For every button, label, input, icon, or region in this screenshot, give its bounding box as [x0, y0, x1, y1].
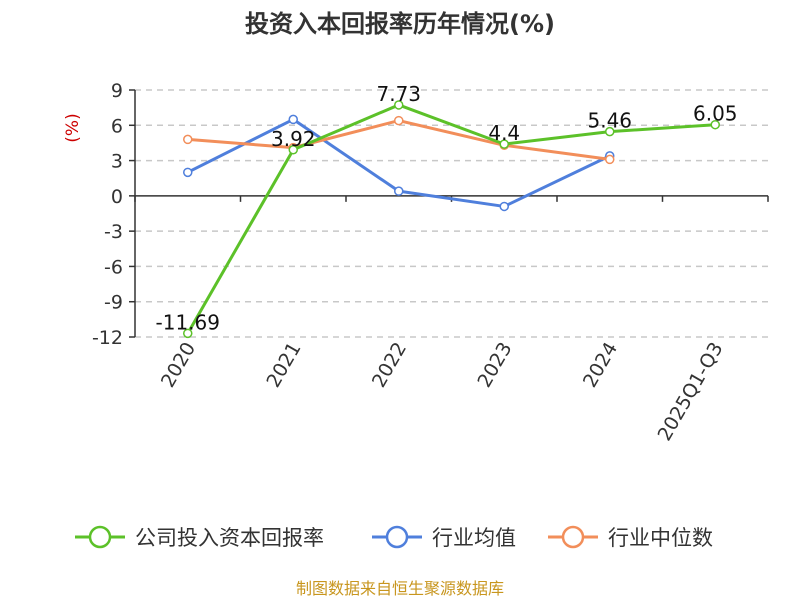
x-tick-label: 2021 — [262, 339, 305, 392]
data-point[interactable] — [710, 119, 720, 130]
y-tick-label: 6 — [111, 115, 123, 137]
data-point[interactable] — [499, 139, 509, 149]
y-tick-label: 3 — [111, 151, 123, 173]
data-point[interactable] — [394, 115, 404, 126]
y-tick-label: -3 — [104, 221, 123, 243]
y-tick-label: -6 — [104, 256, 123, 278]
y-tick-label: -12 — [92, 327, 123, 349]
data-label: 7.73 — [376, 82, 421, 106]
x-tick-label: 2022 — [368, 339, 411, 392]
data-point[interactable] — [394, 100, 404, 110]
legend-swatch-marker — [561, 525, 585, 549]
y-axis-label: (%) — [63, 113, 83, 142]
y-tick-label: 0 — [111, 186, 123, 208]
data-source-note: 制图数据来自恒生聚源数据库 — [296, 579, 504, 598]
x-tick-label: 2024 — [579, 339, 622, 392]
series-layer — [183, 100, 720, 339]
legend-swatch-marker — [88, 525, 112, 549]
data-point[interactable] — [288, 114, 298, 125]
data-labels: -11.69 3.92 7.73 4.4 5.46 6.05 — [156, 82, 738, 334]
chart-title: 投资入本回报率历年情况(%) — [245, 10, 555, 38]
legend-swatch-marker — [385, 525, 409, 549]
y-tick-label: -9 — [104, 292, 123, 314]
data-point[interactable] — [183, 167, 193, 178]
legend: 公司投入资本回报率 行业均值 行业中位数 — [75, 525, 713, 550]
data-point[interactable] — [605, 126, 615, 137]
y-tick-label: 9 — [111, 80, 123, 102]
data-label: -11.69 — [156, 310, 220, 334]
data-point[interactable] — [499, 201, 509, 212]
legend-label[interactable]: 行业中位数 — [608, 526, 713, 550]
legend-label[interactable]: 公司投入资本回报率 — [135, 526, 324, 550]
data-label: 3.92 — [271, 127, 316, 151]
data-label: 5.46 — [587, 109, 632, 133]
data-point[interactable] — [183, 328, 193, 339]
x-tick-label: 2025Q1-Q3 — [654, 339, 728, 445]
axes: 9 6 3 0 -3 -6 -9 -12 2020 2021 2022 2023 2024 2025Q1-… — [92, 80, 769, 445]
x-tick-label: 2020 — [157, 339, 200, 392]
data-point[interactable] — [183, 134, 193, 145]
data-point[interactable] — [394, 186, 404, 196]
data-point[interactable] — [288, 145, 298, 155]
series-line-0 — [186, 103, 716, 335]
data-label: 4.4 — [488, 121, 520, 145]
data-label: 6.05 — [693, 102, 738, 126]
data-point[interactable] — [605, 154, 615, 165]
legend-label[interactable]: 行业均值 — [432, 526, 516, 550]
x-tick-label: 2023 — [473, 339, 516, 392]
